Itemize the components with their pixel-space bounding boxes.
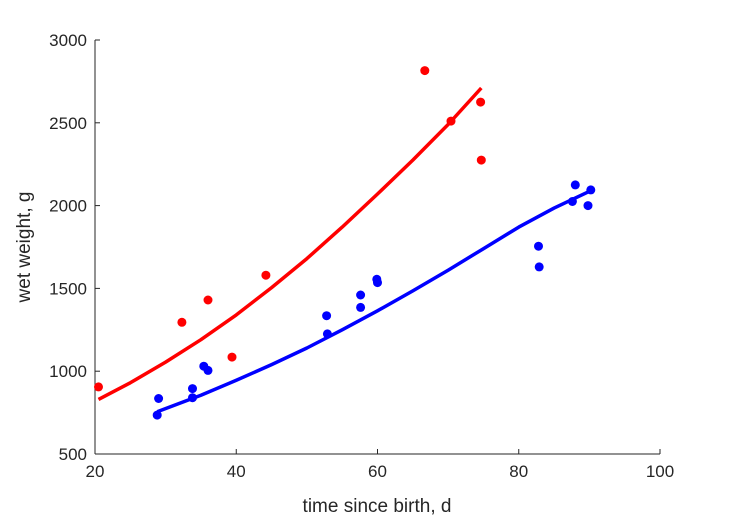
data-point-series-2 <box>154 394 164 403</box>
data-point-series-1 <box>420 66 430 76</box>
data-point-series-1 <box>261 270 271 280</box>
data-point-series-2 <box>152 410 162 420</box>
data-point-series-2 <box>203 365 213 375</box>
x-tick-label: 20 <box>86 462 105 481</box>
axes <box>94 40 660 455</box>
data-point-series-1 <box>227 352 237 362</box>
y-axis-label: wet weight, g <box>14 192 35 304</box>
fit-lines <box>97 86 592 414</box>
y-tick-label: 500 <box>59 445 87 464</box>
data-point-series-2 <box>356 302 366 312</box>
data-point-series-2 <box>188 393 197 403</box>
data-point-series-2 <box>570 180 580 190</box>
data-point-series-1 <box>203 295 213 305</box>
data-points <box>94 66 596 420</box>
data-point-series-2 <box>322 329 332 339</box>
data-point-series-2 <box>586 185 596 195</box>
fit-line-series-1 <box>97 86 483 401</box>
data-point-series-1 <box>446 116 456 126</box>
y-tick-label: 3000 <box>49 31 87 50</box>
y-tick-label: 2000 <box>49 197 87 216</box>
x-tick-label: 100 <box>646 462 674 481</box>
data-point-series-2 <box>583 201 593 211</box>
data-point-series-1 <box>177 317 187 327</box>
data-point-series-2 <box>567 197 577 206</box>
data-point-series-2 <box>534 262 544 272</box>
data-point-series-2 <box>373 278 382 288</box>
data-point-series-2 <box>188 384 197 394</box>
data-point-series-1 <box>476 97 486 107</box>
x-tick-label: 80 <box>509 462 528 481</box>
data-point-series-2 <box>322 311 332 321</box>
ticks: 20 40 60 80 100 500 1000 1500 2000 2500 3000 <box>49 31 674 481</box>
y-tick-label: 1500 <box>49 279 87 298</box>
fit-line-series-2 <box>156 189 592 414</box>
x-tick-label: 60 <box>368 462 387 481</box>
x-axis-label: time since birth, d <box>303 496 452 517</box>
data-point-series-2 <box>356 290 366 300</box>
y-tick-label: 1000 <box>49 362 87 381</box>
x-tick-label: 40 <box>227 462 246 481</box>
data-point-series-2 <box>534 241 543 251</box>
data-point-series-1 <box>476 155 486 165</box>
data-point-series-1 <box>94 382 103 392</box>
y-tick-label: 2500 <box>49 114 87 133</box>
